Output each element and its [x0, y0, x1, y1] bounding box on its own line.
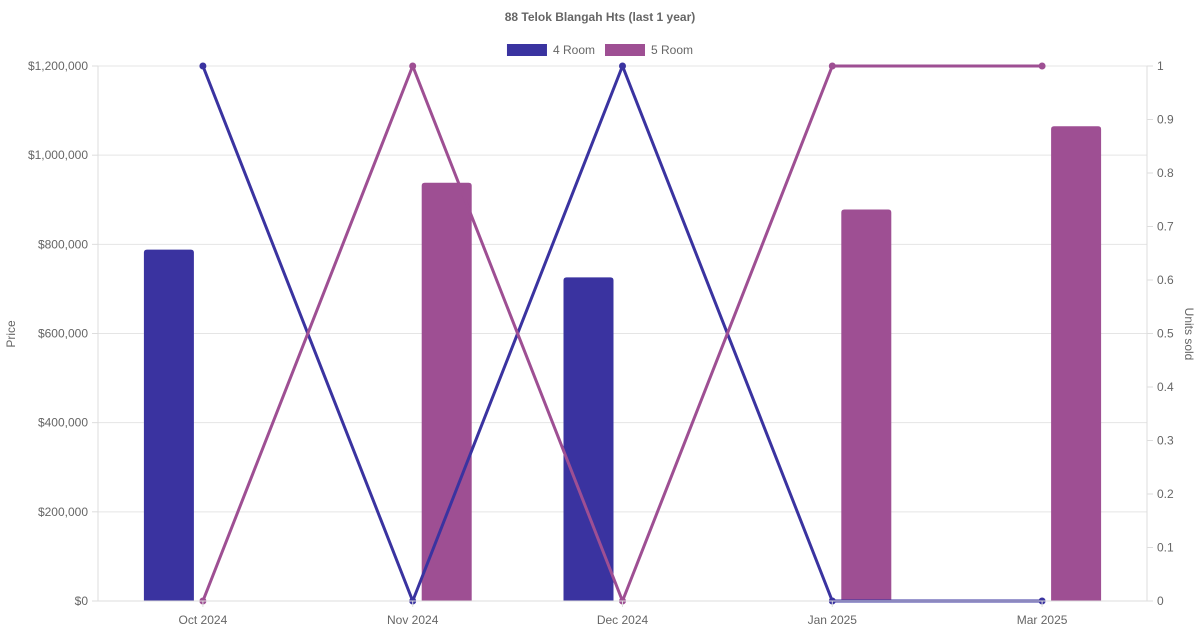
y-left-tick-label: $400,000 [38, 416, 88, 430]
y-right-tick-label: 0.3 [1157, 434, 1174, 448]
y-right-tick-label: 0 [1157, 594, 1164, 608]
y-right-tick-label: 0.4 [1157, 380, 1174, 394]
y-left-tick-label: $1,200,000 [28, 59, 88, 73]
y-right-tick-label: 0.7 [1157, 220, 1174, 234]
price-bar[interactable] [841, 209, 892, 601]
y-left-axis-title: Price [4, 320, 18, 348]
units-sold-point[interactable] [828, 62, 836, 70]
units-sold-point[interactable] [1038, 62, 1046, 70]
legend-label[interactable]: 4 Room [553, 43, 595, 57]
legend-label[interactable]: 5 Room [651, 43, 693, 57]
y-right-tick-label: 0.9 [1157, 113, 1174, 127]
y-left-tick-label: $600,000 [38, 327, 88, 341]
y-left-tick-label: $1,000,000 [28, 148, 88, 162]
price-bar[interactable] [421, 182, 472, 601]
grid-layer [98, 65, 1147, 602]
x-tick-label: Jan 2025 [808, 613, 858, 627]
y-right-tick-label: 0.2 [1157, 487, 1174, 501]
y-left-tick-label: $200,000 [38, 505, 88, 519]
y-right-tick-label: 0.5 [1157, 327, 1174, 341]
price-bar[interactable] [1051, 126, 1102, 601]
y-right-tick-label: 0.1 [1157, 541, 1174, 555]
y-right-tick-label: 1 [1157, 59, 1164, 73]
units-sold-point[interactable] [409, 62, 417, 70]
y-right-tick-label: 0.8 [1157, 166, 1174, 180]
legend-swatch[interactable] [506, 44, 547, 56]
y-left-tick-label: $0 [75, 594, 89, 608]
legend[interactable]: 4 Room 5 Room [506, 43, 693, 57]
x-tick-label: Dec 2024 [597, 613, 649, 627]
y-left-tick-label: $800,000 [38, 237, 88, 251]
units-sold-point[interactable] [199, 62, 207, 70]
y-right-axis-title: Units sold [1182, 308, 1196, 361]
price-bar[interactable] [563, 277, 614, 601]
units-sold-point[interactable] [619, 62, 626, 70]
price-bar[interactable] [143, 249, 194, 601]
chart-title: 88 Telok Blangah Hts (last 1 year) [505, 10, 696, 24]
x-tick-label: Mar 2025 [1017, 613, 1068, 627]
x-tick-label: Oct 2024 [179, 613, 228, 627]
legend-swatch[interactable] [605, 44, 645, 56]
bars-layer [143, 126, 1102, 601]
x-tick-label: Nov 2024 [387, 613, 439, 627]
y-right-tick-label: 0.6 [1157, 273, 1174, 287]
axes-layer: $0 $200,000 $400,000 $600,000 $800,000 $1,000… [28, 59, 1174, 627]
